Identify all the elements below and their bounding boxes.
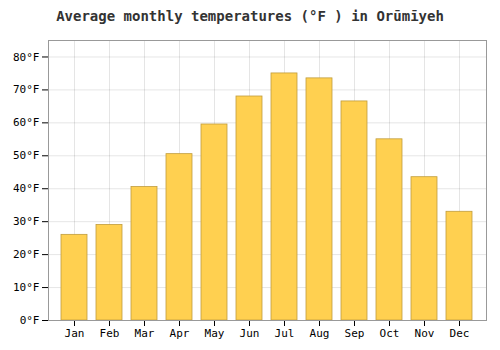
svg-text:50°F: 50°F <box>13 149 40 162</box>
svg-text:30°F: 30°F <box>13 215 40 228</box>
svg-text:Dec: Dec <box>450 327 470 340</box>
svg-text:May: May <box>205 327 225 340</box>
svg-text:Aug: Aug <box>310 327 330 340</box>
html-text:Average monthly temperatures (: Average monthly temperatures (°F ) in Or… <box>56 8 444 24</box>
svg-text:Oct: Oct <box>380 327 400 340</box>
svg-text:Jan: Jan <box>65 327 85 340</box>
svg-text:Jun: Jun <box>240 327 260 340</box>
svg-text:Apr: Apr <box>170 327 190 340</box>
svg-text:Jul: Jul <box>275 327 295 340</box>
svg-text:Nov: Nov <box>415 327 435 340</box>
svg-text:20°F: 20°F <box>13 248 40 261</box>
svg-text:40°F: 40°F <box>13 182 40 195</box>
svg-text:Mar: Mar <box>135 327 155 340</box>
svg-text:70°F: 70°F <box>13 83 40 96</box>
svg-text:60°F: 60°F <box>13 116 40 129</box>
svg-text:10°F: 10°F <box>13 281 40 294</box>
svg-text:Feb: Feb <box>100 327 120 340</box>
svg-text:Sep: Sep <box>345 327 365 340</box>
svg-text:80°F: 80°F <box>13 50 40 63</box>
svg-text:0°F: 0°F <box>20 314 40 327</box>
